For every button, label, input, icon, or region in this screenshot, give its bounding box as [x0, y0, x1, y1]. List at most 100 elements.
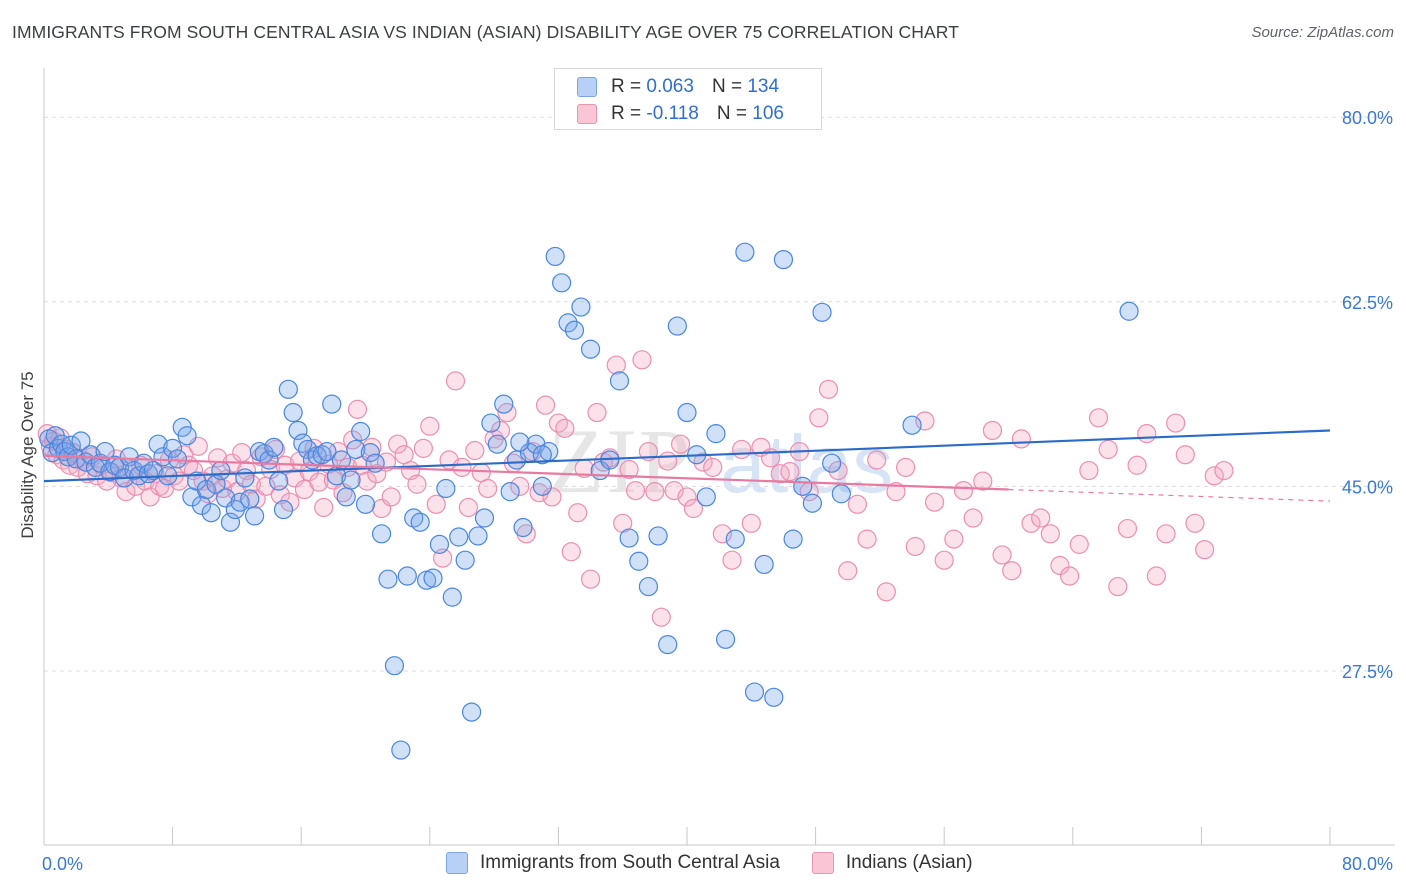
pink-swatch — [577, 104, 597, 124]
blue-point — [468, 526, 488, 546]
pink-point — [270, 485, 290, 505]
pink-point — [818, 379, 839, 399]
blue-point — [667, 316, 687, 336]
pink-point — [1117, 518, 1138, 539]
blue-point — [177, 426, 197, 446]
pink-point — [683, 498, 704, 519]
bottom-legend: Immigrants from South Central Asia India… — [446, 852, 1005, 874]
blue-point — [1119, 301, 1139, 321]
pink-point — [280, 492, 300, 512]
blue-point — [355, 494, 376, 514]
blue-point — [143, 460, 163, 481]
pink-point — [905, 536, 925, 557]
n-value-blue: 134 — [747, 76, 780, 97]
pink-point — [1011, 429, 1031, 449]
blue-point — [532, 445, 552, 465]
tick-labels: 27.5% 45.0% 62.5% 80.0% 0.0% 80.0% — [42, 108, 1393, 874]
y-tick-label-2: 62.5% — [1342, 293, 1393, 313]
pink-point — [645, 482, 665, 502]
blue-point — [513, 517, 533, 538]
blue-point — [802, 493, 822, 513]
pink-point — [606, 355, 626, 375]
pink-point — [625, 480, 646, 501]
pink-point — [722, 550, 742, 570]
blue-point — [571, 297, 591, 317]
blue-point — [619, 528, 639, 548]
stats-legend: R = 0.063 N = 134 R = -0.118 N = 106 — [554, 68, 822, 130]
blue-point — [278, 379, 298, 399]
blue-point — [455, 550, 475, 570]
blue-point — [822, 453, 842, 473]
source-label: Source: ZipAtlas.com — [1251, 24, 1394, 41]
pink-point — [381, 487, 401, 507]
pink-point — [1040, 524, 1060, 544]
grid-lines — [44, 116, 1395, 672]
blue-point — [500, 482, 520, 502]
blue-point — [423, 568, 443, 588]
pink-point — [347, 399, 368, 419]
blue-point — [317, 441, 337, 462]
blue-point — [487, 434, 507, 454]
pink-point — [357, 471, 377, 491]
pink-point — [407, 474, 427, 494]
pink-point — [1175, 445, 1195, 465]
blue-point — [129, 466, 149, 486]
pink-point — [465, 440, 485, 461]
pink-point — [458, 497, 478, 518]
blue-point — [793, 476, 813, 496]
pink-point — [651, 607, 671, 627]
trend-lines — [43, 429, 1331, 502]
r-label-blue: R = — [611, 76, 642, 97]
blue-point — [71, 431, 91, 451]
pink-point — [1185, 513, 1205, 533]
blue-point — [436, 478, 456, 499]
blue-point — [273, 499, 294, 520]
bottom-pink-swatch — [811, 852, 834, 874]
blue-point — [715, 629, 736, 649]
pink-point — [1156, 524, 1176, 544]
blue-point — [442, 587, 462, 607]
pink-point — [1050, 555, 1070, 576]
blue-point — [558, 313, 578, 333]
bottom-blue-swatch — [446, 852, 468, 874]
blue-point — [391, 740, 411, 760]
blue-point — [580, 339, 601, 359]
pink-point — [580, 569, 601, 589]
pink-point — [658, 451, 678, 471]
blue-points — [39, 242, 1139, 760]
blue-point — [902, 415, 922, 435]
blue-point — [371, 524, 392, 544]
pink-point — [886, 482, 906, 502]
r-value-blue: 0.063 — [646, 76, 694, 97]
n-label-blue: N = — [711, 76, 743, 97]
pink-point — [542, 487, 562, 507]
pink-point — [973, 471, 993, 491]
pink-point — [548, 413, 569, 433]
pink-point — [896, 457, 916, 477]
pink-point — [1166, 413, 1186, 433]
n-label-pink: N = — [716, 103, 747, 124]
blue-point — [474, 508, 495, 528]
blue-point — [264, 437, 284, 457]
pink-point — [116, 482, 136, 502]
blue-point — [532, 476, 552, 496]
blue-point — [754, 554, 774, 575]
pink-point — [1204, 466, 1224, 486]
blue-point — [564, 320, 585, 340]
pink-point — [1069, 534, 1089, 554]
pink-point — [632, 350, 652, 370]
pink-point — [619, 459, 639, 480]
blue-point — [725, 529, 745, 549]
pink-point — [1146, 566, 1166, 586]
y-axis-label: Disability Age Over 75 — [18, 371, 37, 538]
blue-point — [148, 434, 168, 454]
pink-point — [944, 529, 964, 549]
blue-point — [220, 512, 241, 532]
blue-point — [322, 394, 342, 414]
blue-point — [163, 438, 183, 458]
pink-point — [703, 457, 723, 477]
pink-point — [1021, 513, 1041, 533]
blue-point — [191, 495, 212, 515]
blue-point — [773, 249, 794, 270]
pink-point — [309, 472, 329, 492]
